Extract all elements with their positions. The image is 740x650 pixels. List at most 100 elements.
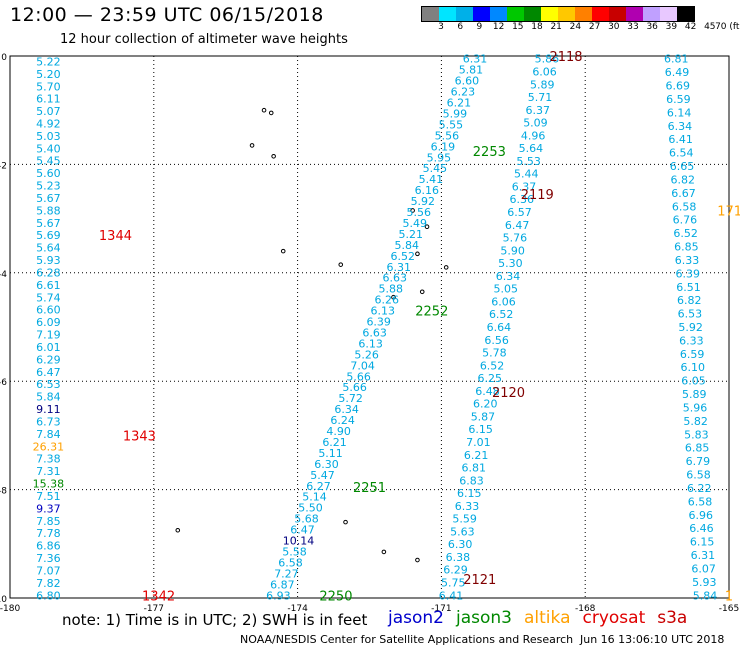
swh-value-jason2: 6.59	[680, 348, 705, 361]
pass-time-label: 1342	[142, 589, 175, 604]
legend-swatch	[677, 7, 694, 21]
swh-value-jason3: 5.21	[399, 228, 424, 241]
swh-value-jason2: 6.96	[688, 509, 713, 522]
island-outline	[343, 519, 348, 525]
swh-value-jason3: 6.34	[334, 403, 359, 416]
swh-value-jason3: 6.15	[457, 487, 482, 500]
swh-value-jason3: 5.78	[482, 347, 507, 360]
swh-value-cryosat: 9.37	[36, 502, 61, 515]
satellite-key: jason2 jason3 altika cryosat s3a	[388, 608, 699, 628]
swh-value-jason3: 6.64	[487, 321, 512, 334]
x-tick-label: -177	[144, 604, 164, 614]
swh-value-jason2: 6.59	[666, 93, 691, 106]
swh-value-jason3: 6.16	[415, 184, 440, 197]
swh-value-cryosat: 4.92	[36, 117, 61, 130]
swh-value-cryosat: 7.78	[36, 527, 61, 540]
swh-value-cryosat: 7.36	[36, 552, 61, 565]
swh-value-cryosat: 7.85	[36, 515, 61, 528]
legend-label: 21	[550, 22, 562, 32]
swh-value-jason3: 6.20	[473, 398, 498, 411]
swh-value-jason3: 10.14	[283, 535, 315, 548]
swh-value-cryosat: 5.64	[36, 242, 61, 255]
swh-value-jason2: 5.83	[684, 428, 709, 441]
swh-value-jason3: 6.63	[382, 272, 407, 285]
swh-value-jason3: 6.30	[314, 458, 339, 471]
swh-value-jason3: 6.63	[362, 326, 387, 339]
swh-value-jason3: 5.87	[471, 410, 496, 423]
legend-swatch	[575, 7, 592, 21]
satellite-key-jason2: jason2	[388, 608, 444, 628]
legend-swatch	[558, 7, 575, 21]
y-tick-label: -2	[0, 161, 7, 171]
swh-value-jason3: 5.56	[435, 129, 460, 142]
swh-value-jason3: 6.37	[525, 104, 550, 117]
legend-label: 70 (ft)	[715, 22, 740, 32]
swh-value-cryosat: 5.22	[36, 55, 61, 68]
swh-value-jason3: 6.15	[468, 423, 493, 436]
swh-value-jason2: 6.69	[665, 80, 690, 93]
pass-time-label: 2251	[353, 481, 386, 496]
pass-time-label: 1710	[717, 204, 740, 219]
x-tick-label: -168	[575, 604, 596, 614]
satellite-key-altika: altika	[524, 608, 571, 628]
x-tick-label: -180	[0, 604, 20, 614]
swh-value-cryosat: 6.29	[36, 353, 61, 366]
legend-label: 24	[569, 22, 582, 32]
swh-value-jason2: 6.15	[690, 536, 715, 549]
swh-value-jason2: 6.49	[665, 66, 690, 79]
island-outline	[280, 248, 286, 254]
units-note: note: 1) Time is in UTC; 2) SWH is in fe…	[62, 611, 368, 629]
swh-value-jason3: 6.60	[455, 75, 480, 88]
swh-value-cryosat: 5.84	[36, 391, 61, 404]
swh-value-cryosat: 6.09	[36, 316, 61, 329]
swh-value-cryosat: 5.23	[36, 180, 61, 193]
swh-value-cryosat: 6.61	[36, 279, 61, 292]
swh-value-jason3: 6.81	[462, 462, 487, 475]
legend-label: 36	[646, 22, 658, 32]
legend-swatch	[609, 7, 626, 21]
x-tick-label: -171	[431, 604, 451, 614]
swh-value-jason3: 6.13	[370, 305, 395, 318]
island-outline	[338, 262, 344, 267]
swh-value-jason3: 5.05	[494, 283, 519, 296]
swh-value-cryosat: 6.73	[36, 415, 61, 428]
legend-label: 12	[492, 22, 505, 32]
swh-value-jason3: 6.25	[478, 372, 503, 385]
swh-value-jason3: 5.47	[310, 469, 335, 482]
swh-value-jason3: 5.58	[282, 545, 307, 558]
swh-value-jason2: 6.85	[685, 442, 710, 455]
pass-time-label: 2120	[492, 386, 525, 401]
swh-value-jason2: 5.96	[683, 401, 708, 414]
swh-value-cryosat: 6.53	[36, 378, 61, 391]
swh-value-cryosat: 5.70	[36, 80, 61, 93]
swh-value-cryosat: 7.82	[36, 577, 61, 590]
pass-time-label: 2118	[549, 50, 582, 65]
swh-value-jason3: 5.89	[530, 78, 555, 91]
swh-value-jason2: 6.81	[664, 53, 689, 66]
y-tick-label: -4	[0, 270, 7, 280]
swh-value-jason3: 5.68	[294, 513, 319, 526]
swh-value-jason3: 6.39	[366, 316, 391, 329]
legend-label: 3	[438, 22, 444, 32]
swh-value-jason3: 5.14	[302, 491, 327, 504]
generated-timestamp: Jun 16 13:06:10 UTC 2018	[580, 633, 725, 646]
swh-value-jason2: 6.10	[681, 361, 706, 374]
swh-value-cryosat: 7.19	[36, 329, 61, 342]
swh-value-jason3: 6.24	[330, 414, 355, 427]
swh-value-jason2: 6.58	[672, 200, 697, 213]
legend-label: 42	[684, 22, 697, 32]
swh-value-jason3: 5.45	[423, 162, 448, 175]
swh-value-cryosat: 5.93	[36, 254, 61, 267]
swh-value-jason2: 6.79	[686, 455, 711, 468]
swh-value-cryosat: 5.67	[36, 217, 61, 230]
swh-value-jason3: 5.88	[378, 283, 403, 296]
satellite-key-s3a: s3a	[657, 608, 688, 628]
swh-value-jason3: 5.64	[519, 142, 544, 155]
swh-value-jason3: 6.52	[391, 250, 416, 263]
swh-value-jason3: 6.31	[386, 261, 411, 274]
swh-value-cryosat: 5.69	[36, 229, 61, 242]
legend-swatch	[490, 7, 507, 21]
island-outline	[415, 251, 420, 257]
swh-value-jason3: 6.41	[439, 589, 464, 602]
